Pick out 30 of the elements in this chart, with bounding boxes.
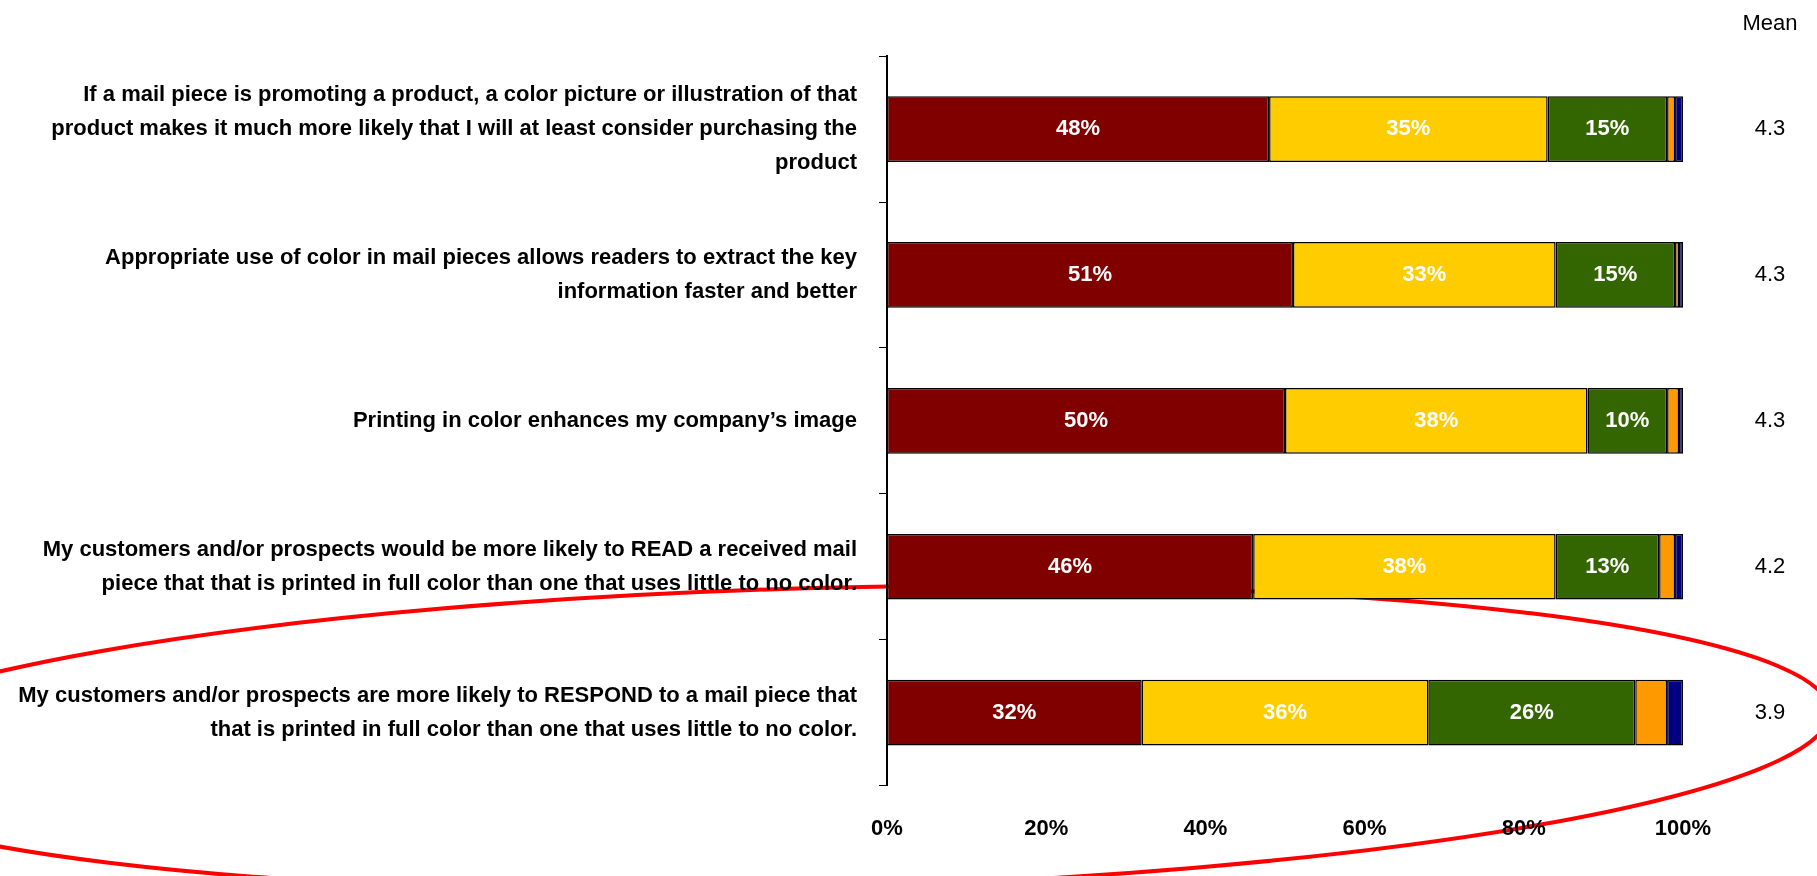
y-tick-label: Printing in color enhances my company’s image <box>352 406 857 432</box>
data-label: 35% <box>1386 115 1431 141</box>
data-label: 36% <box>1262 698 1308 724</box>
data-label: 15% <box>1585 115 1630 141</box>
data-label: 10% <box>1605 406 1650 432</box>
text: Mean <box>1742 10 1798 36</box>
data-label: 26% <box>1509 698 1554 724</box>
y-tick-label: Appropriate use of color in mail pieces allows readers to extract the key information faster and better <box>105 243 858 304</box>
data-label: 46% <box>1048 552 1093 578</box>
data-label: 13% <box>1585 552 1630 578</box>
data-label: 32% <box>992 698 1037 724</box>
data-label: 51% <box>1067 261 1112 287</box>
data-label: 33% <box>1402 261 1447 287</box>
text: 4.3 <box>1754 406 1786 432</box>
data-label: 38% <box>1414 406 1459 432</box>
x-tick-label: 100% <box>1654 814 1712 840</box>
x-tick-label: 60% <box>1342 814 1387 840</box>
y-tick-label: My customers and/or prospects are more likely to RESPOND to a mail piece that that is printed in full color than one that uses little to no color. <box>18 681 858 741</box>
data-label: 48% <box>1056 115 1101 141</box>
x-tick-label: 40% <box>1183 814 1228 840</box>
data-label: 15% <box>1593 261 1638 287</box>
data-label: 38% <box>1382 552 1427 578</box>
text: 4.2 <box>1754 552 1786 578</box>
x-tick-label: 0% <box>871 814 903 840</box>
text: 4.3 <box>1754 115 1786 141</box>
text: 4.3 <box>1754 261 1786 287</box>
text: 3.9 <box>1754 698 1786 724</box>
y-tick-label: If a mail piece is promoting a product, a color picture or illustration of that product makes it much more likely that I will at least consider purchasing the product <box>51 81 858 175</box>
data-label: 50% <box>1063 406 1109 432</box>
x-tick-label: 20% <box>1024 814 1069 840</box>
